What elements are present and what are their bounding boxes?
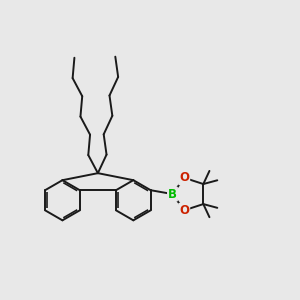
Text: B: B xyxy=(168,188,177,201)
Text: O: O xyxy=(179,204,189,217)
Text: O: O xyxy=(179,171,189,184)
